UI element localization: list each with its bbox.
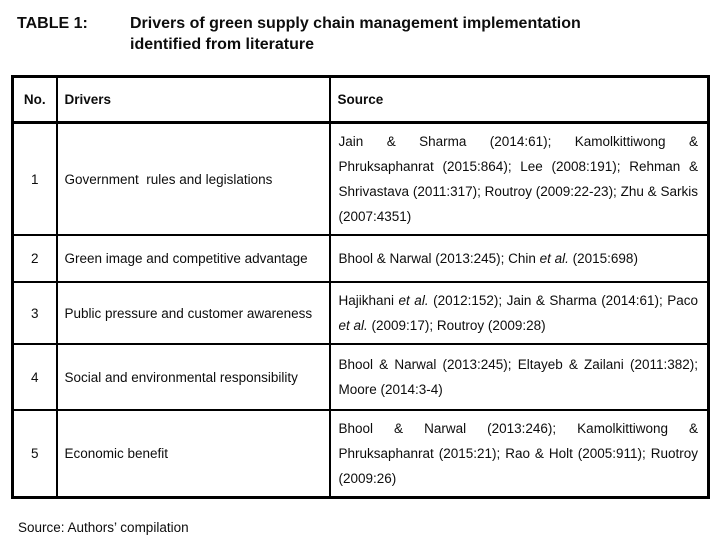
cell-driver: Government rules and legislations	[55, 121, 331, 236]
table-caption-label: TABLE 1:	[17, 15, 88, 32]
cell-row-number: 1	[11, 121, 58, 236]
table-caption-text: Drivers of green supply chain management…	[130, 15, 581, 53]
cell-source: Bhool & Narwal (2013:246); Kamolkittiwon…	[328, 409, 710, 499]
table-header-row: No. Drivers Source	[11, 75, 710, 124]
cell-source: Bhool & Narwal (2013:245); Chin et al. (…	[328, 234, 710, 283]
cell-row-number: 4	[11, 343, 58, 411]
table-caption: TABLE 1: Drivers of green supply chain m…	[17, 13, 714, 55]
source-note: Source: Authors’ compilation	[18, 520, 189, 535]
table-row: 2 Green image and competitive advantage Bh…	[11, 234, 710, 283]
table-row: 3 Public pressure and customer awareness H…	[11, 281, 710, 345]
cell-driver: Green image and competitive advantage	[55, 234, 331, 283]
header-drivers: Drivers	[55, 75, 331, 124]
cell-row-number: 5	[11, 409, 58, 499]
cell-driver: Public pressure and customer awareness	[55, 281, 331, 345]
table-row: 5 Economic benefit Bhool & Narwal (2013:24…	[11, 409, 710, 499]
cell-driver: Social and environmental responsibility	[55, 343, 331, 411]
cell-source: Hajikhani et al. (2012:152); Jain & Shar…	[328, 281, 710, 345]
cell-row-number: 3	[11, 281, 58, 345]
table-body: 1 Government rules and legislations Jain &…	[11, 121, 710, 499]
header-no: No.	[11, 75, 58, 124]
cell-row-number: 2	[11, 234, 58, 283]
table-row: 4 Social and environmental responsibility…	[11, 343, 710, 411]
table-row: 1 Government rules and legislations Jain &…	[11, 121, 710, 236]
drivers-table: No. Drivers Source 1 Government rules and…	[11, 75, 710, 499]
cell-source: Jain & Sharma (2014:61); Kamolkittiwong …	[328, 121, 710, 236]
header-source: Source	[328, 75, 710, 124]
cell-source: Bhool & Narwal (2013:245); Eltayeb & Zai…	[328, 343, 710, 411]
cell-driver: Economic benefit	[55, 409, 331, 499]
